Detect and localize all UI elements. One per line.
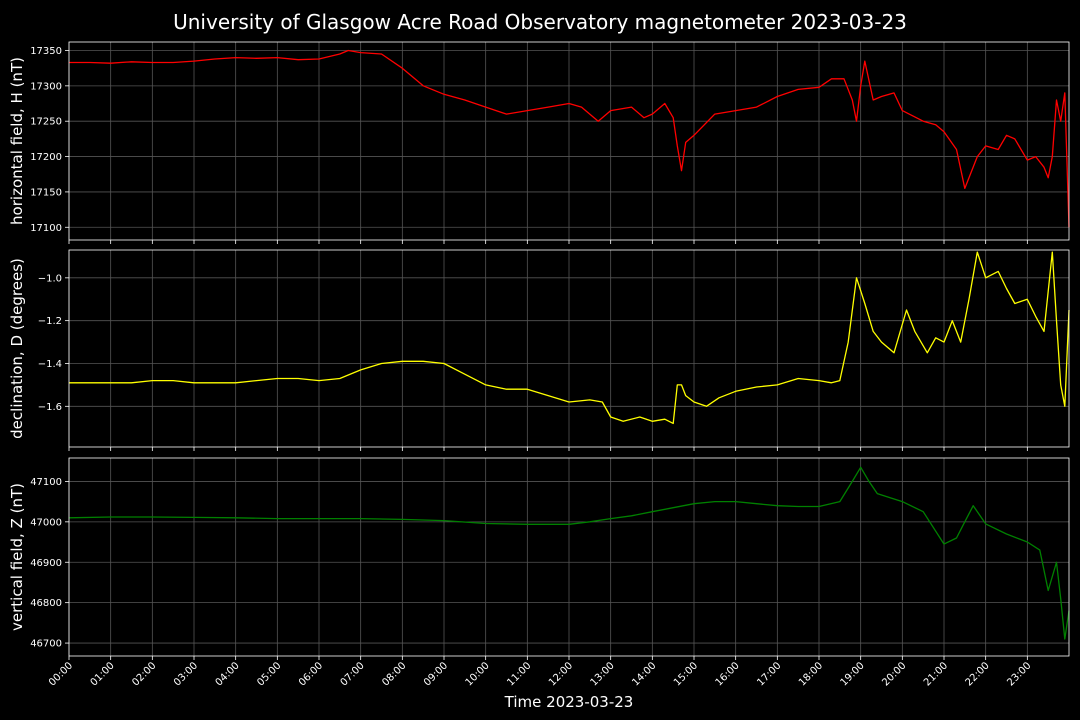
y-tick-label: 46900 (30, 558, 62, 569)
y-tick-label: 46800 (30, 598, 62, 609)
y-tick-label: 47100 (30, 477, 62, 488)
y-tick-label: 46700 (30, 639, 62, 650)
x-tick-label: 13:00 (589, 660, 617, 688)
x-tick-label: 23:00 (1005, 660, 1033, 688)
panel-1: 17100 17150 17200 17250 17300 17350 horizontal… (8, 41, 1070, 244)
x-tick-label: 16:00 (714, 660, 742, 688)
x-tick-label: 20:00 (880, 660, 908, 688)
x-tick-label: 03:00 (172, 660, 200, 688)
x-tick-label: 11:00 (505, 660, 533, 688)
y-tick-label: 17300 (30, 81, 62, 92)
x-tick-label: 04:00 (214, 660, 242, 688)
y-tick-label: −1.6 (38, 402, 62, 413)
series-line-2 (69, 251, 1070, 425)
x-tick-label: 02:00 (130, 660, 158, 688)
y-axis-label: horizontal field, H (nT) (8, 57, 26, 225)
x-tick-label: 07:00 (339, 660, 367, 688)
x-tick-label: 21:00 (922, 660, 950, 688)
y-axis-label: declination, D (degrees) (8, 258, 26, 439)
y-tick-label: −1.4 (38, 359, 62, 370)
chart-title: University of Glasgow Acre Road Observat… (173, 10, 907, 34)
y-tick-label: −1.2 (38, 316, 62, 327)
x-tick-label: 19:00 (839, 660, 867, 688)
panel-3: 46700 46800 46900 47000 47100 vertical field,… (8, 457, 1070, 660)
x-tick-label: 01:00 (89, 660, 117, 688)
y-axis-label: vertical field, Z (nT) (8, 483, 26, 631)
y-tick-label: 17350 (30, 46, 62, 57)
x-tick-label: 08:00 (380, 660, 408, 688)
x-tick-label: 12:00 (547, 660, 575, 688)
series-line-1 (69, 49, 1070, 228)
x-tick-label: 06:00 (297, 660, 325, 688)
x-tick-label: 10:00 (464, 660, 492, 688)
panel-2: −1.6 −1.4 −1.2 −1.0 declination, D (degrees) (8, 249, 1070, 451)
y-tick-label: 17100 (30, 223, 62, 234)
panel-frame (68, 249, 1070, 448)
y-tick-label: 17150 (30, 187, 62, 198)
x-tick-label: 18:00 (797, 660, 825, 688)
panel-frame (68, 457, 1070, 657)
panel-frame (68, 41, 1070, 241)
y-tick-label: 17250 (30, 117, 62, 128)
x-tick-label: 22:00 (964, 660, 992, 688)
x-tick-label: 14:00 (630, 660, 658, 688)
x-tick-label: 09:00 (422, 660, 450, 688)
x-axis-label: Time 2023-03-23 (504, 693, 634, 711)
y-tick-label: −1.0 (38, 273, 62, 284)
x-tick-label: 00:00 (47, 660, 75, 688)
x-tick-label: 05:00 (255, 660, 283, 688)
series-line-3 (68, 466, 1070, 640)
y-tick-label: 17200 (30, 152, 62, 163)
x-tick-label: 15:00 (672, 660, 700, 688)
x-tick-label: 17:00 (755, 660, 783, 688)
y-tick-label: 47000 (30, 517, 62, 528)
